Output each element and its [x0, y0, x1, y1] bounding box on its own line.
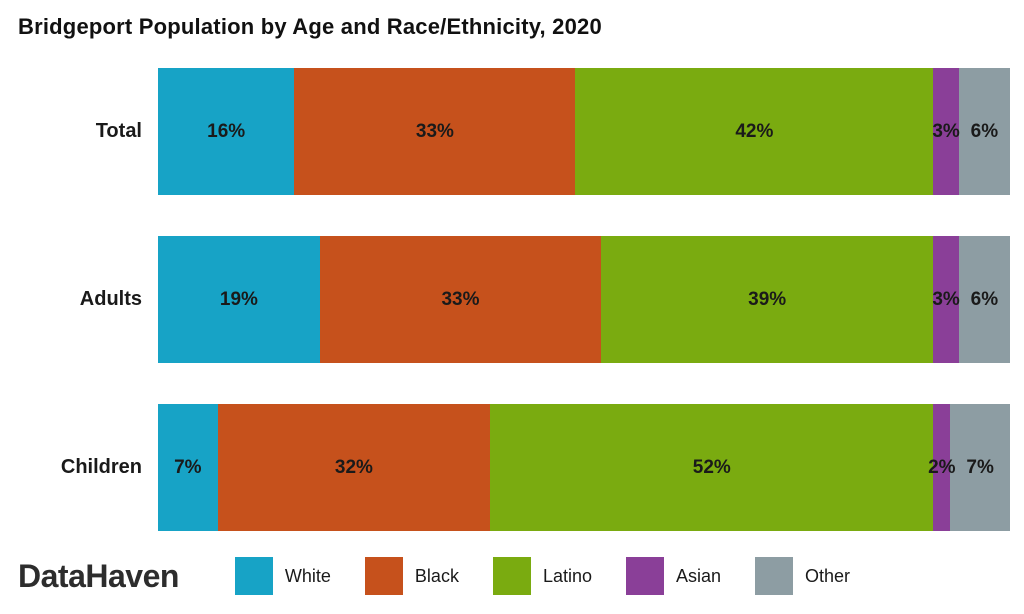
- legend-label: Asian: [675, 565, 722, 586]
- legend-swatch: [625, 557, 664, 595]
- bar-segment-white: 7%: [158, 404, 218, 531]
- legend-label: Black: [414, 565, 459, 586]
- segment-value-label: 3%: [932, 288, 960, 310]
- bar-segment-other: 6%: [958, 236, 1010, 363]
- segment-value-label: 19%: [219, 288, 258, 310]
- bar-segment-other: 6%: [958, 68, 1010, 195]
- bar-track: 7% 32% 52% 2% 7%: [158, 404, 1010, 531]
- legend-swatch: [364, 557, 403, 595]
- legend-item-white: White: [234, 557, 331, 595]
- legend-item-other: Other: [755, 557, 850, 595]
- legend-label: White: [284, 565, 331, 586]
- bar-segment-asian: 3%: [932, 236, 960, 363]
- legend-swatch: [755, 557, 794, 595]
- datahaven-logo: DataHaven: [18, 557, 179, 594]
- bar-segment-asian: 2%: [928, 404, 956, 531]
- segment-value-label: 16%: [207, 120, 246, 142]
- bar-segment-black: 33%: [294, 68, 576, 195]
- bar-segment-asian: 3%: [932, 68, 960, 195]
- segment-value-label: 3%: [932, 120, 960, 142]
- legend-label: Other: [805, 565, 851, 586]
- segment-value-label: 33%: [415, 120, 454, 142]
- legend-item-black: Black: [364, 557, 459, 595]
- bar-segment-latino: 39%: [601, 236, 934, 363]
- bar-segment-latino: 52%: [490, 404, 934, 531]
- legend-item-latino: Latino: [492, 557, 592, 595]
- segment-value-label: 2%: [928, 456, 956, 478]
- bar-segment-other: 7%: [950, 404, 1010, 531]
- legend-item-asian: Asian: [625, 557, 722, 595]
- row-label: Total: [95, 120, 142, 142]
- legend-label: Latino: [542, 565, 592, 586]
- chart-footer: DataHaven White Black Latino Asian Other: [0, 552, 1024, 600]
- row-label: Adults: [79, 288, 142, 310]
- row-label: Children: [60, 456, 142, 478]
- bar-segment-black: 32%: [217, 404, 491, 531]
- segment-value-label: 42%: [735, 120, 774, 142]
- segment-value-label: 32%: [334, 456, 373, 478]
- segment-value-label: 6%: [970, 120, 999, 142]
- segment-value-label: 7%: [966, 456, 994, 478]
- bar-segment-white: 16%: [158, 68, 295, 195]
- bar-row: Adults 19% 33% 39% 3% 6%: [0, 236, 1010, 363]
- segment-value-label: 33%: [441, 288, 480, 310]
- segment-value-label: 52%: [692, 456, 731, 478]
- segment-value-label: 6%: [970, 288, 999, 310]
- bar-row: Total 16% 33% 42% 3% 6%: [0, 68, 1010, 195]
- bar-segment-white: 19%: [158, 236, 320, 363]
- segment-value-label: 7%: [174, 456, 202, 478]
- chart-title: Bridgeport Population by Age and Race/Et…: [18, 14, 602, 39]
- bar-segment-black: 33%: [319, 236, 602, 363]
- segment-value-label: 39%: [748, 288, 787, 310]
- bar-track: 19% 33% 39% 3% 6%: [158, 236, 1010, 363]
- legend-swatch: [234, 557, 273, 595]
- bar-rows: Total 16% 33% 42% 3% 6% Adults 19% 33% 39% 3% 6% Chi…: [0, 68, 1010, 531]
- legend-swatch: [492, 557, 531, 595]
- bar-segment-latino: 42%: [575, 68, 934, 195]
- bar-row: Children 7% 32% 52% 2% 7%: [0, 404, 1010, 531]
- legend: White Black Latino Asian Other: [234, 557, 850, 595]
- bar-track: 16% 33% 42% 3% 6%: [158, 68, 1010, 195]
